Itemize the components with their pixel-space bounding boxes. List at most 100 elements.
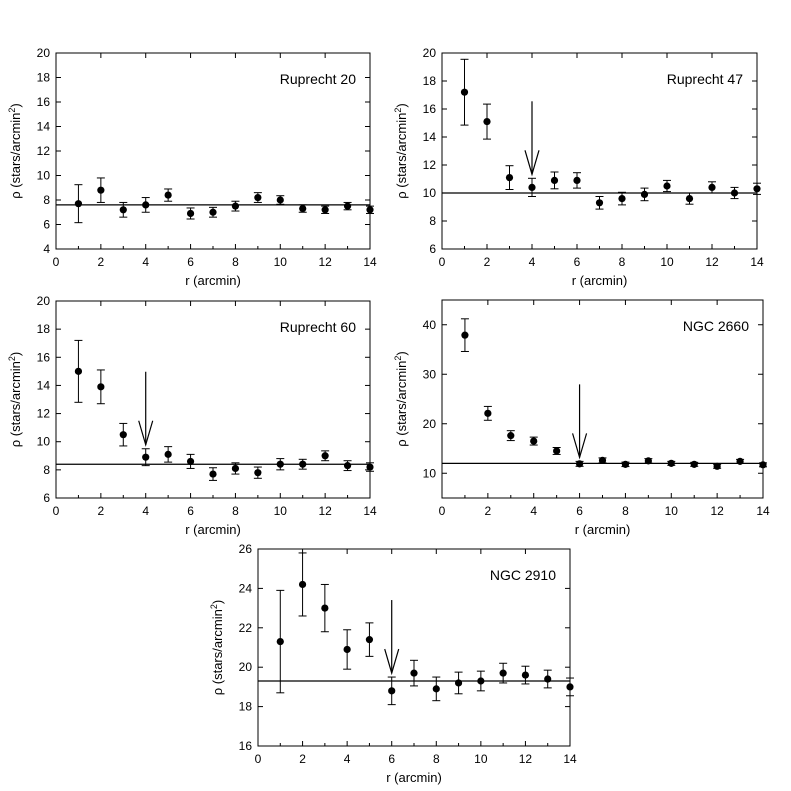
y-tick-label: 18 [239, 700, 253, 714]
y-tick-label: 8 [43, 193, 50, 207]
data-point [119, 206, 127, 214]
y-tick-label: 20 [239, 660, 253, 674]
x-tick-label: 14 [363, 255, 377, 269]
panel-0: 0 2 4 6 8 10 12 14 4 6 8 10 12 14 16 18 20 r (arcmin) ρ (s… [7, 46, 377, 288]
y-tick-label: 12 [423, 158, 437, 172]
data-point [366, 463, 374, 471]
y-axis-label-superscript: 2 [393, 108, 403, 113]
data-point [321, 452, 329, 460]
y-axis-label-main: ρ (stars/arcmin [8, 113, 23, 199]
x-tick-label: 0 [53, 255, 60, 269]
arrow-head [384, 648, 400, 676]
x-tick-label: 0 [439, 255, 446, 269]
data-point [730, 189, 739, 197]
y-tick-label: 22 [239, 621, 253, 635]
data-point [460, 88, 469, 96]
y-axis-label-main: ρ (stars/arcmin [210, 609, 225, 695]
data-point [644, 457, 652, 465]
data-point [276, 637, 284, 646]
x-tick-label: 14 [750, 255, 764, 269]
x-tick-label: 12 [710, 504, 724, 518]
y-tick-label: 20 [423, 417, 437, 431]
y-axis-label-close: ) [8, 352, 23, 356]
data-point [254, 193, 262, 202]
x-tick-label: 6 [576, 504, 583, 518]
data-point [550, 176, 559, 184]
data-point [461, 331, 469, 339]
y-axis-label-main: ρ (stars/arcmin [8, 361, 23, 447]
panel-title: NGC 2910 [490, 567, 556, 583]
data-point [521, 671, 530, 679]
x-axis-label: r (arcmin) [185, 522, 241, 537]
y-tick-label: 10 [37, 435, 51, 449]
data-point [231, 464, 240, 473]
data-point [640, 190, 649, 198]
data-point [276, 460, 284, 468]
x-tick-label: 8 [622, 504, 629, 518]
y-axis-label-main: ρ (stars/arcmin [394, 361, 409, 447]
y-tick-label: 26 [239, 542, 253, 556]
y-tick-label: 10 [423, 466, 437, 480]
data-point [97, 186, 105, 194]
y-tick-label: 30 [423, 367, 437, 381]
y-tick-label: 20 [423, 46, 437, 60]
data-point [365, 636, 374, 644]
x-axis-label: r (arcmin) [185, 273, 241, 288]
y-tick-label: 16 [423, 102, 437, 116]
data-point [74, 367, 83, 375]
data-point [142, 201, 150, 209]
data-point [119, 431, 127, 439]
data-point [667, 459, 675, 467]
x-tick-label: 8 [619, 255, 626, 269]
data-point [343, 462, 352, 470]
data-point [663, 182, 671, 190]
data-point [432, 685, 440, 693]
data-point [573, 176, 581, 184]
y-axis-label: ρ (stars/arcmin2) [393, 103, 409, 198]
data-point [343, 202, 352, 210]
y-tick-label: 24 [239, 581, 253, 595]
arrow-head [571, 433, 588, 460]
data-point [530, 437, 538, 445]
data-point [454, 679, 463, 687]
data-point [164, 450, 172, 458]
y-tick-label: 16 [37, 350, 51, 364]
y-tick-label: 6 [43, 218, 50, 232]
data-point [528, 183, 536, 191]
x-tick-label: 4 [344, 752, 351, 766]
x-tick-label: 2 [98, 504, 105, 518]
data-point [366, 206, 374, 214]
x-tick-label: 10 [474, 752, 488, 766]
data-point [231, 202, 240, 210]
y-axis-label-main: ρ (stars/arcmin [394, 113, 409, 199]
y-tick-label: 14 [37, 120, 51, 134]
x-tick-label: 2 [98, 255, 105, 269]
panel-title: Ruprecht 60 [280, 319, 356, 335]
data-point [753, 185, 761, 193]
x-tick-label: 10 [665, 504, 679, 518]
data-point [690, 460, 698, 468]
y-tick-label: 8 [43, 463, 50, 477]
y-tick-label: 18 [37, 71, 51, 85]
data-point [505, 174, 514, 182]
data-point [142, 453, 150, 461]
x-tick-label: 6 [187, 504, 194, 518]
data-point [299, 460, 307, 468]
x-axis-label: r (arcmin) [572, 273, 628, 288]
panel-3: 0 2 4 6 8 10 12 14 10 20 30 40 r (arcmin) ρ (stars/ar… [393, 299, 770, 537]
y-tick-label: 20 [37, 46, 51, 60]
data-point [321, 604, 329, 612]
x-tick-label: 8 [232, 255, 239, 269]
data-point [410, 669, 418, 677]
y-axis-label: ρ (stars/arcmin2) [7, 352, 23, 447]
y-tick-label: 12 [37, 144, 51, 158]
y-axis-label-superscript: 2 [7, 108, 17, 113]
x-tick-label: 4 [529, 255, 536, 269]
data-point [186, 209, 195, 218]
y-axis-label-close: ) [394, 351, 409, 355]
x-tick-label: 12 [318, 255, 332, 269]
y-axis-label-superscript: 2 [393, 356, 403, 361]
y-tick-label: 4 [43, 242, 50, 256]
